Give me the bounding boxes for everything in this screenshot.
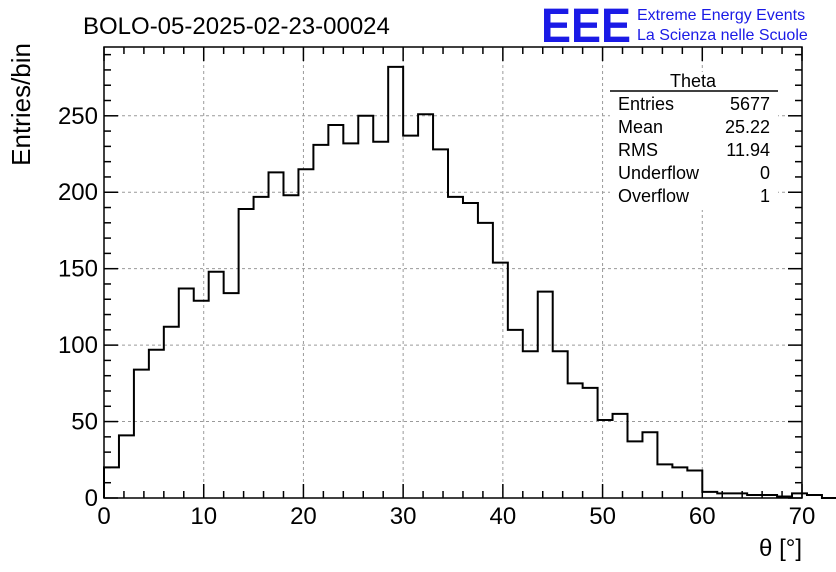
histogram-bar <box>672 467 687 498</box>
histogram-bar <box>358 116 373 498</box>
y-tick-label: 200 <box>58 179 98 206</box>
y-tick-label: 250 <box>58 103 98 130</box>
histogram-bar <box>224 293 239 498</box>
stats-box-title: Theta <box>670 71 717 91</box>
x-tick-labels: 0 10 20 30 40 50 60 70 <box>97 503 815 530</box>
histogram-bar <box>194 301 209 498</box>
histogram-bar <box>149 350 164 498</box>
histogram-bar <box>328 125 343 498</box>
grid-lines <box>104 47 802 498</box>
histogram-bar <box>568 383 583 498</box>
histogram-bar <box>642 432 657 498</box>
histogram-outline <box>103 65 836 499</box>
y-axis-label: Entries/bin <box>6 43 36 166</box>
y-tick-label: 100 <box>58 332 98 359</box>
x-tick-label: 0 <box>97 503 110 530</box>
stats-row-value: 25.22 <box>725 117 770 137</box>
histogram-bar <box>613 414 628 498</box>
histogram-bar <box>478 223 493 498</box>
histogram-bar <box>119 435 134 498</box>
histogram-bar <box>553 351 568 498</box>
histogram-bar <box>373 142 388 498</box>
stats-box-rows: Entries 5677 Mean 25.22 RMS 11.94 Underflow 0 Ov… <box>618 94 770 206</box>
histogram-bar <box>657 464 672 498</box>
stats-row-value: 1 <box>760 186 770 206</box>
histogram-bar <box>298 169 313 498</box>
histogram-bar <box>254 197 269 498</box>
eee-logo-mark: EEE <box>541 0 631 53</box>
stats-row-value: 5677 <box>730 94 770 114</box>
eee-logo-line2: La Scienza nelle Scuole <box>637 27 808 44</box>
histogram-bar <box>598 420 613 498</box>
histogram-bar <box>433 149 448 498</box>
histogram-bar <box>403 136 418 498</box>
histogram-bar <box>179 289 194 498</box>
stats-row-label: Entries <box>618 94 674 114</box>
histogram-bar <box>134 370 149 498</box>
x-tick-label: 30 <box>390 503 417 530</box>
plot-frame <box>103 46 803 499</box>
stats-row-value: 11.94 <box>726 140 770 160</box>
y-tick-label: 0 <box>85 485 98 512</box>
histogram-bars <box>103 65 836 499</box>
histogram-bar <box>687 470 702 498</box>
histogram-bar <box>463 203 478 498</box>
stats-row-label: Overflow <box>618 186 690 206</box>
y-tick-label: 150 <box>58 256 98 283</box>
histogram-bar <box>583 388 598 498</box>
histogram-bar <box>313 145 328 498</box>
x-tick-label: 20 <box>290 503 317 530</box>
histogram-bar <box>628 441 643 498</box>
histogram-bar <box>508 330 523 498</box>
histogram-bar <box>538 292 553 498</box>
stats-row-value: 0 <box>760 163 770 183</box>
histogram-bar <box>388 67 403 498</box>
histogram-bar <box>343 143 358 498</box>
y-tick-label: 50 <box>71 409 98 436</box>
histogram-bar <box>239 209 254 498</box>
stats-box-background <box>610 72 778 210</box>
histogram-bar <box>209 272 224 498</box>
histogram-bar <box>493 263 508 498</box>
x-tick-label: 10 <box>190 503 217 530</box>
eee-logo: EEE Extreme Energy Events La Scienza nel… <box>541 0 808 53</box>
histogram-bar <box>448 197 463 498</box>
chart-title: BOLO-05-2025-02-23-00024 <box>83 13 390 40</box>
histogram-bar <box>269 172 284 498</box>
stats-row-label: RMS <box>618 140 658 160</box>
x-tick-label: 60 <box>689 503 716 530</box>
histogram-bar <box>283 195 298 498</box>
x-tick-label: 70 <box>789 503 816 530</box>
stats-row-label: Underflow <box>618 163 700 183</box>
x-tick-label: 50 <box>589 503 616 530</box>
histogram-bar <box>164 327 179 498</box>
histogram-bar <box>418 114 433 498</box>
eee-logo-line1: Extreme Energy Events <box>637 7 805 24</box>
x-axis-label: θ [°] <box>759 535 802 562</box>
x-tick-label: 40 <box>490 503 517 530</box>
histogram-bar <box>523 351 538 498</box>
y-tick-labels: 0 50 100 150 200 250 <box>58 103 98 512</box>
stats-row-label: Mean <box>618 117 663 137</box>
stats-box: Theta Entries 5677 Mean 25.22 RMS 11.94 Underf… <box>610 71 778 210</box>
